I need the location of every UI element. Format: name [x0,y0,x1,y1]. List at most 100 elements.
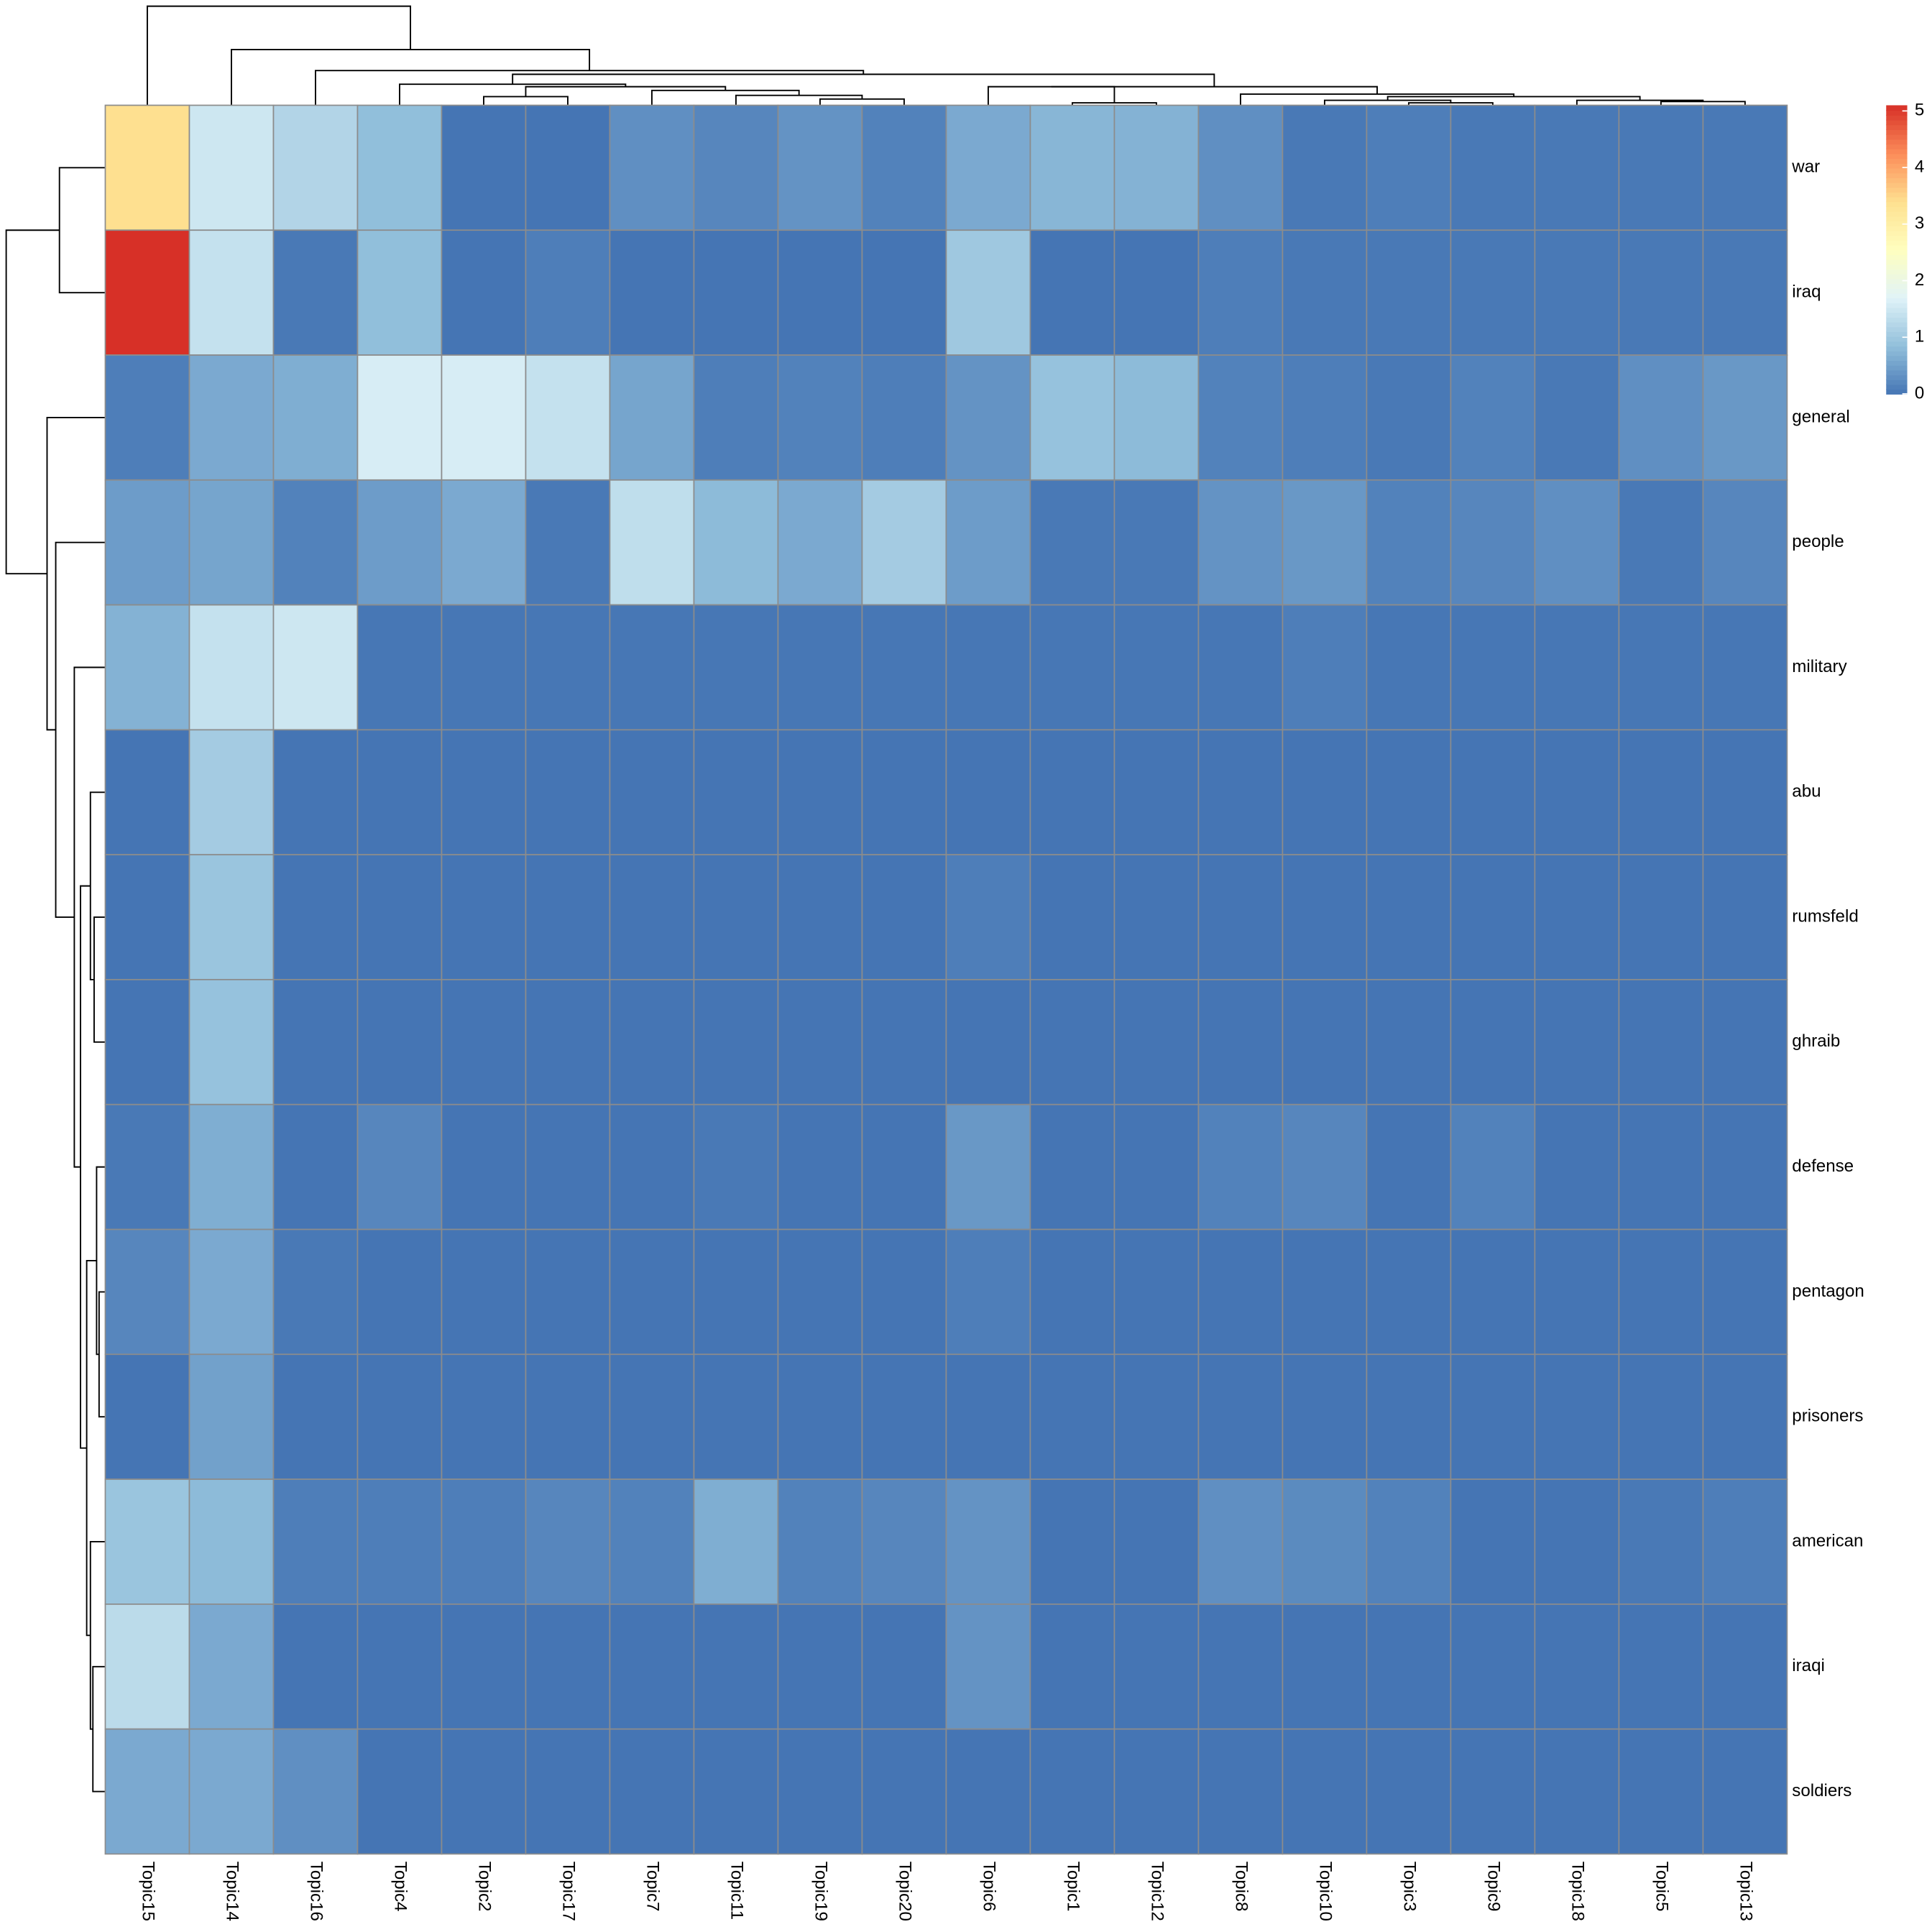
heatmap-cell [945,229,1031,356]
heatmap-cell [272,354,359,481]
dendrogram-branch [96,1166,106,1356]
legend-gradient [1886,389,1908,395]
column-label: Topic11 [727,1862,747,1920]
legend-gradient [1886,187,1908,193]
heatmap-cell [693,1228,779,1356]
heatmap-cell [272,1604,359,1730]
heatmap-cell [1197,354,1284,481]
heatmap-cell [945,104,1031,231]
heatmap-cell [441,354,527,481]
legend-gradient [1886,105,1908,111]
legend-gradient [1886,239,1908,246]
legend-gradient [1886,129,1908,135]
heatmap-cell [441,229,527,356]
heatmap-cell [1450,354,1536,481]
heatmap-cell [1366,354,1452,481]
heatmap-cell [1029,729,1116,856]
heatmap-cell [1534,854,1620,980]
heatmap-cell [356,979,443,1105]
heatmap-cell [1197,1478,1284,1605]
heatmap-cell [104,1728,190,1855]
column-label: Topic6 [980,1862,999,1912]
dendrogram-branch [525,86,727,97]
heatmap-cell [1450,479,1536,606]
legend-gradient [1886,153,1908,160]
heatmap-cell [525,1478,611,1605]
legend-gradient [1886,350,1908,356]
heatmap-cell [1702,354,1788,481]
heatmap-cell [188,479,275,606]
heatmap-cell [1197,979,1284,1105]
heatmap-cell [188,1353,275,1480]
heatmap-cell [1450,104,1536,231]
column-label: Topic1 [1064,1862,1083,1912]
heatmap-cell [188,1604,275,1730]
heatmap-cell [777,1478,863,1605]
heatmap-cell [693,1604,779,1730]
heatmap-cell [525,604,611,731]
heatmap-cell [693,104,779,231]
dendrograms [5,5,1746,1793]
heatmap-cell [441,1353,527,1480]
dendrogram-branch [147,5,411,106]
dendrogram-branch [5,229,60,575]
heatmap-cell [945,979,1031,1105]
heatmap-cell [1618,479,1704,606]
legend-gradient [1886,379,1908,385]
legend-gradient [1886,278,1908,285]
legend-gradient [1886,139,1908,145]
heatmap-cell [1282,229,1368,356]
heatmap-cell [1029,1228,1116,1356]
heatmap-cell [1029,1728,1116,1855]
column-label: Topic12 [1148,1862,1167,1921]
heatmap-cell [1534,354,1620,481]
heatmap-cell [525,1728,611,1855]
heatmap-cell [1702,854,1788,980]
heatmap-cell [861,229,947,356]
legend-gradient [1886,221,1908,226]
heatmap-cell [777,1103,863,1230]
heatmap-cell [1702,1604,1788,1730]
heatmap-cell [693,1353,779,1480]
legend-gradient [1886,360,1908,366]
heatmap-cell [609,854,695,980]
heatmap-cell [1450,1228,1536,1356]
column-label: Topic4 [391,1862,410,1912]
heatmap-cell [104,979,190,1105]
legend-gradient [1886,148,1908,155]
heatmap-cell [1282,1478,1368,1605]
heatmap-cell [356,854,443,980]
heatmap-cell [1282,1228,1368,1356]
heatmap-cell [1282,1353,1368,1480]
heatmap-cell [1029,1478,1116,1605]
heatmap-cell [945,604,1031,731]
heatmap-cell [1702,1728,1788,1855]
legend-gradient [1886,196,1908,203]
heatmap-cell [609,479,695,606]
heatmap-cell [188,979,275,1105]
legend-gradient [1886,124,1908,130]
legend-gradient [1886,326,1908,332]
heatmap-cell [777,854,863,980]
heatmap-cell [272,1353,359,1480]
heatmap-cell [861,1728,947,1855]
dendrogram-branch [231,48,591,106]
column-label: Topic10 [1316,1862,1335,1921]
legend-gradient [1886,273,1908,280]
heatmap-cell [1366,1228,1452,1356]
heatmap-cell [104,1604,190,1730]
heatmap-cell [1702,479,1788,606]
heatmap-cell [272,1103,359,1230]
heatmap-cell [1534,229,1620,356]
legend-gradient [1886,268,1908,275]
heatmap-cell [1113,1478,1200,1605]
heatmap-cell [356,1604,443,1730]
heatmap-cell [945,1228,1031,1356]
heatmap-cell [1366,604,1452,731]
row-label: abu [1792,782,1821,801]
heatmap-cell [441,854,527,980]
heatmap-cell [693,479,779,606]
heatmap-cell [1450,729,1536,856]
legend-tick-label: 4 [1915,157,1924,176]
heatmap-cell [1282,979,1368,1105]
